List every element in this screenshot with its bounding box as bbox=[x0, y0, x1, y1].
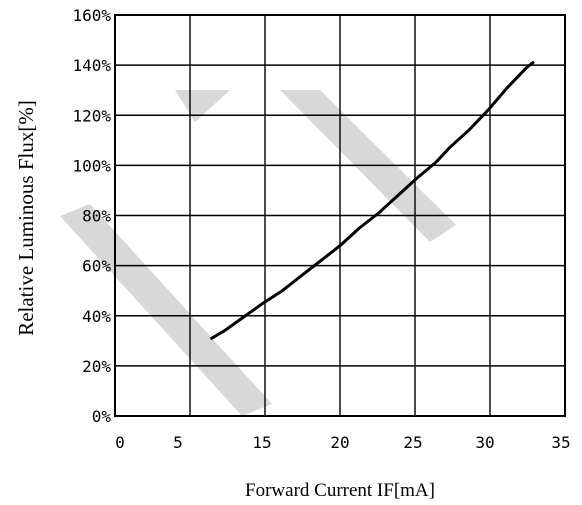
x-tick-label: 5 bbox=[173, 433, 183, 452]
series-line bbox=[210, 61, 535, 340]
y-tick-label: 80% bbox=[82, 207, 111, 226]
x-tick-label: 15 bbox=[252, 433, 271, 452]
x-tick-label: 20 bbox=[330, 433, 349, 452]
y-tick-label: 20% bbox=[82, 357, 111, 376]
y-tick-label: 60% bbox=[82, 257, 111, 276]
y-tick-label: 140% bbox=[72, 56, 111, 75]
y-tick-label: 0% bbox=[92, 407, 112, 426]
x-tick-label: 30 bbox=[475, 433, 494, 452]
y-axis-title: Relative Luminous Flux[%] bbox=[14, 100, 38, 336]
y-tick-label: 100% bbox=[72, 156, 111, 175]
x-tick-labels: 0 5 15 20 25 30 35 bbox=[115, 433, 570, 452]
plot-frame bbox=[114, 14, 566, 417]
y-tick-labels: 0% 20% 40% 60% 80% 100% 120% 140% 160% bbox=[72, 6, 111, 426]
x-tick-label: 35 bbox=[551, 433, 570, 452]
y-tick-label: 40% bbox=[82, 307, 111, 326]
x-tick-label: 0 bbox=[115, 433, 125, 452]
x-tick-label: 25 bbox=[403, 433, 422, 452]
series-layer bbox=[210, 61, 535, 340]
watermark-stripe bbox=[60, 204, 272, 416]
grid bbox=[114, 14, 566, 417]
watermark bbox=[60, 90, 456, 416]
y-tick-label: 160% bbox=[72, 6, 111, 25]
y-tick-label: 120% bbox=[72, 106, 111, 125]
watermark-stripe bbox=[175, 90, 230, 122]
x-axis-title: Forward Current IF[mA] bbox=[245, 480, 435, 501]
